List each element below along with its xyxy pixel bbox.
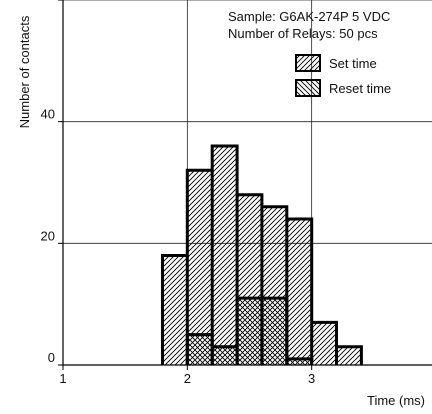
legend-label-set-time: Set time [329, 56, 377, 71]
axes: 12340204060 [41, 0, 432, 386]
outline-reset-time [185, 296, 314, 365]
legend-swatch-set-time [295, 54, 321, 72]
bar-reset-time [187, 334, 213, 365]
y-tick-label: 40 [41, 107, 55, 122]
bar-set-time [187, 170, 213, 365]
sample-note: Sample: G6AK-274P 5 VDC Number of Relays… [228, 9, 390, 41]
x-tick-label: 1 [59, 371, 66, 386]
y-axis-label: Number of contacts [17, 15, 32, 128]
x-tick-label: 2 [184, 371, 191, 386]
bar-reset-time [237, 298, 262, 365]
bar-set-time [212, 146, 238, 365]
y-tick-label: 20 [41, 228, 55, 243]
bar-set-time [286, 219, 312, 365]
note-line-sample: Sample: G6AK-274P 5 VDC [228, 9, 390, 24]
x-axis-label: Time (ms) [367, 393, 425, 408]
bar-reset-time [212, 346, 238, 365]
bar-set-time [311, 322, 337, 365]
legend-swatch-reset-time [295, 79, 321, 97]
bar-reset-time [286, 358, 312, 365]
bar-set-time [162, 255, 188, 365]
y-tick-label: 0 [48, 350, 55, 365]
note-line-relays: Number of Relays: 50 pcs [228, 26, 378, 41]
histogram-bars [161, 144, 363, 365]
outline-set-time [161, 144, 363, 365]
bar-reset-time [261, 298, 287, 365]
legend: Set time Reset time [295, 54, 391, 97]
legend-label-reset-time: Reset time [329, 81, 391, 96]
bar-set-time [336, 346, 362, 365]
x-tick-label: 3 [308, 371, 315, 386]
